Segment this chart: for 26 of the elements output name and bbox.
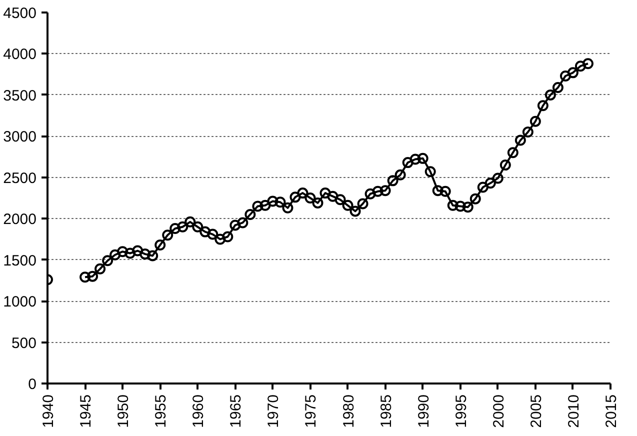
y-tick-label: 500 — [11, 334, 37, 352]
x-tick-label: 1960 — [190, 394, 208, 428]
y-tick-label: 2000 — [3, 211, 37, 228]
x-tick-label: 2015 — [603, 394, 620, 428]
x-tick-label: 1990 — [415, 394, 432, 428]
x-tick-label: 1985 — [378, 394, 395, 428]
x-tick-label: 1945 — [78, 394, 95, 428]
y-tick-label: 0 — [28, 376, 36, 393]
x-tick-label: 1950 — [115, 394, 132, 428]
x-tick-label: 1965 — [228, 394, 245, 428]
y-tick-label: 2500 — [3, 170, 37, 187]
x-tick-label: 1980 — [340, 394, 358, 428]
x-tick-label: 1940 — [40, 394, 57, 428]
x-tick-label: 2010 — [565, 394, 582, 428]
x-tick-label: 1995 — [452, 394, 470, 428]
y-tick-label: 4000 — [3, 46, 37, 64]
x-tick-label: 1970 — [265, 394, 282, 428]
y-tick-label: 4500 — [3, 5, 37, 22]
y-tick-label: 3000 — [3, 128, 37, 146]
y-tick-label: 1000 — [3, 294, 37, 311]
x-tick-label: 1975 — [302, 394, 320, 428]
y-tick-label: 3500 — [3, 87, 37, 104]
x-tick-label: 2000 — [490, 394, 508, 428]
y-tick-label: 1500 — [3, 252, 37, 270]
x-tick-label: 1955 — [152, 394, 170, 428]
x-tick-label: 2005 — [528, 394, 545, 428]
